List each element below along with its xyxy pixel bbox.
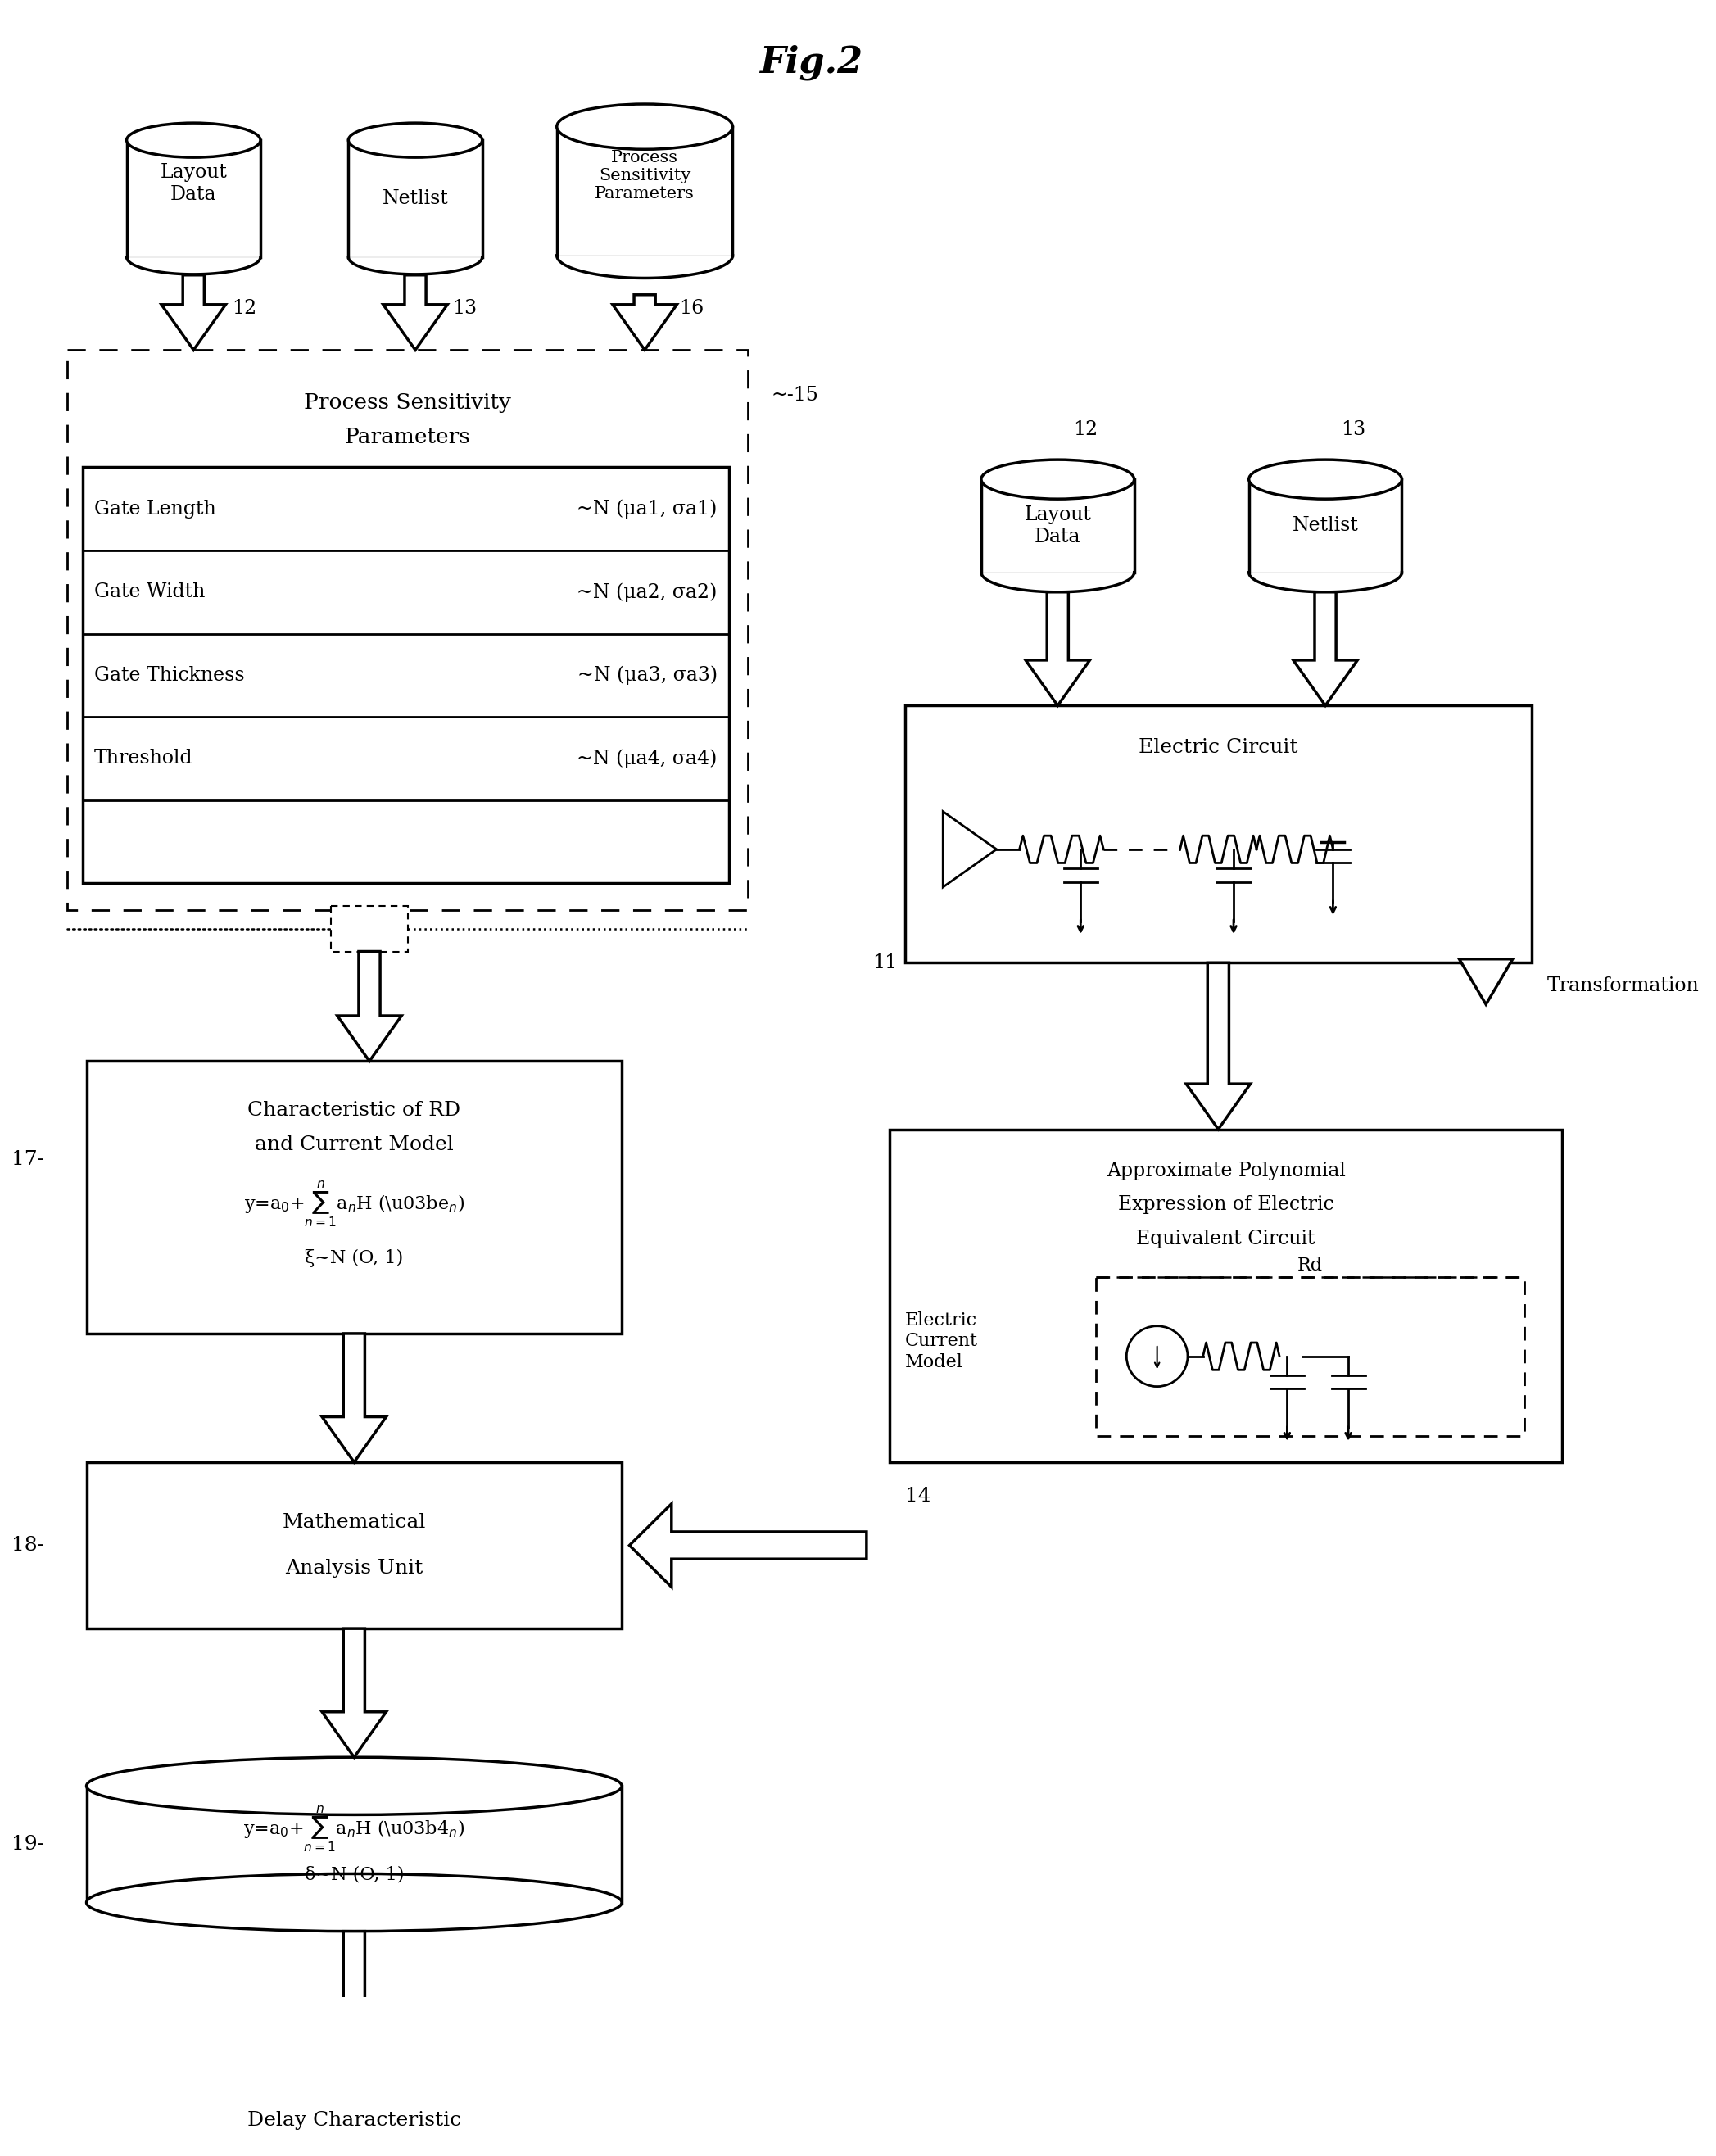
Text: 19-: 19- (12, 1835, 45, 1854)
Text: and Current Model: and Current Model (254, 1134, 453, 1153)
Ellipse shape (348, 123, 482, 157)
Bar (331, 906, 408, 951)
Text: ξ~N (O, 1): ξ~N (O, 1) (305, 1248, 403, 1268)
Text: Layout
Data: Layout Data (160, 164, 227, 205)
Text: Mathematical: Mathematical (283, 1514, 426, 1533)
Text: δ~N (O, 1): δ~N (O, 1) (304, 1865, 403, 1884)
Text: Gate Thickness: Gate Thickness (94, 666, 244, 686)
Polygon shape (161, 276, 225, 349)
Ellipse shape (127, 123, 261, 157)
Text: Gate Length: Gate Length (94, 500, 216, 517)
Text: y=a$_0$+$\sum_{n=1}^{n}$a$_n$H (\u03be$_n$): y=a$_0$+$\sum_{n=1}^{n}$a$_n$H (\u03be$_… (244, 1179, 465, 1229)
Text: Characteristic of RD: Characteristic of RD (247, 1102, 460, 1119)
Text: 13: 13 (451, 300, 477, 317)
Text: ~-15: ~-15 (770, 386, 819, 405)
Text: Electric Circuit: Electric Circuit (1139, 737, 1297, 757)
Text: Approximate Polynomial: Approximate Polynomial (1107, 1162, 1345, 1179)
Text: 17-: 17- (12, 1149, 45, 1169)
Text: Netlist: Netlist (1292, 517, 1359, 535)
Polygon shape (1186, 964, 1251, 1130)
Ellipse shape (86, 1757, 621, 1815)
Text: 12: 12 (232, 300, 256, 317)
Polygon shape (1459, 959, 1514, 1005)
Text: 12: 12 (1072, 420, 1098, 440)
Bar (889, 1130, 1562, 1462)
Bar (86, 1462, 621, 1628)
Text: 14: 14 (904, 1488, 930, 1505)
Polygon shape (1294, 593, 1357, 705)
Text: ~N (μa3, σa3): ~N (μa3, σa3) (577, 666, 717, 686)
Polygon shape (323, 1932, 386, 2059)
Text: ~N (μa4, σa4): ~N (μa4, σa4) (577, 748, 717, 768)
Polygon shape (613, 295, 676, 349)
Text: 11: 11 (872, 953, 897, 972)
Text: Delay Characteristic: Delay Characteristic (247, 2111, 462, 2130)
Text: Process
Sensitivity
Parameters: Process Sensitivity Parameters (595, 151, 695, 203)
Text: Netlist: Netlist (383, 190, 448, 207)
Text: 18-: 18- (12, 1535, 45, 1554)
Text: Rd: Rd (1297, 1257, 1323, 1274)
Bar (86, 1061, 621, 1335)
Text: ~N (μa1, σa1): ~N (μa1, σa1) (577, 500, 717, 517)
Polygon shape (630, 1503, 867, 1587)
Ellipse shape (86, 1874, 621, 1932)
Bar (86, 2059, 621, 2156)
Text: Transformation: Transformation (1548, 977, 1699, 994)
Text: Gate Width: Gate Width (94, 582, 204, 602)
Text: Expression of Electric: Expression of Electric (1117, 1194, 1333, 1214)
Ellipse shape (1249, 459, 1402, 498)
Text: Equivalent Circuit: Equivalent Circuit (1136, 1229, 1316, 1248)
Bar (1097, 1276, 1524, 1436)
Bar (67, 349, 748, 910)
Text: Parameters: Parameters (345, 427, 470, 446)
Bar (82, 468, 729, 884)
Text: Analysis Unit: Analysis Unit (285, 1559, 424, 1578)
Bar (904, 705, 1532, 964)
Polygon shape (383, 276, 448, 349)
Text: 13: 13 (1340, 420, 1366, 440)
Text: y=a$_0$+$\sum_{n=1}^{n}$a$_n$H (\u03b4$_n$): y=a$_0$+$\sum_{n=1}^{n}$a$_n$H (\u03b4$_… (244, 1805, 465, 1854)
Text: ~N (μa2, σa2): ~N (μa2, σa2) (577, 582, 717, 602)
Polygon shape (338, 951, 402, 1061)
Text: Threshold: Threshold (94, 748, 192, 768)
Text: Fig.2: Fig.2 (760, 45, 863, 80)
Ellipse shape (982, 459, 1134, 498)
Ellipse shape (556, 103, 733, 149)
Text: Layout
Data: Layout Data (1024, 505, 1091, 545)
Polygon shape (944, 811, 997, 886)
Polygon shape (1026, 593, 1090, 705)
Text: 16: 16 (680, 300, 704, 317)
Polygon shape (323, 1628, 386, 1757)
Text: Electric
Current
Model: Electric Current Model (904, 1311, 978, 1371)
Text: Process Sensitivity: Process Sensitivity (304, 392, 511, 414)
Polygon shape (323, 1335, 386, 1462)
